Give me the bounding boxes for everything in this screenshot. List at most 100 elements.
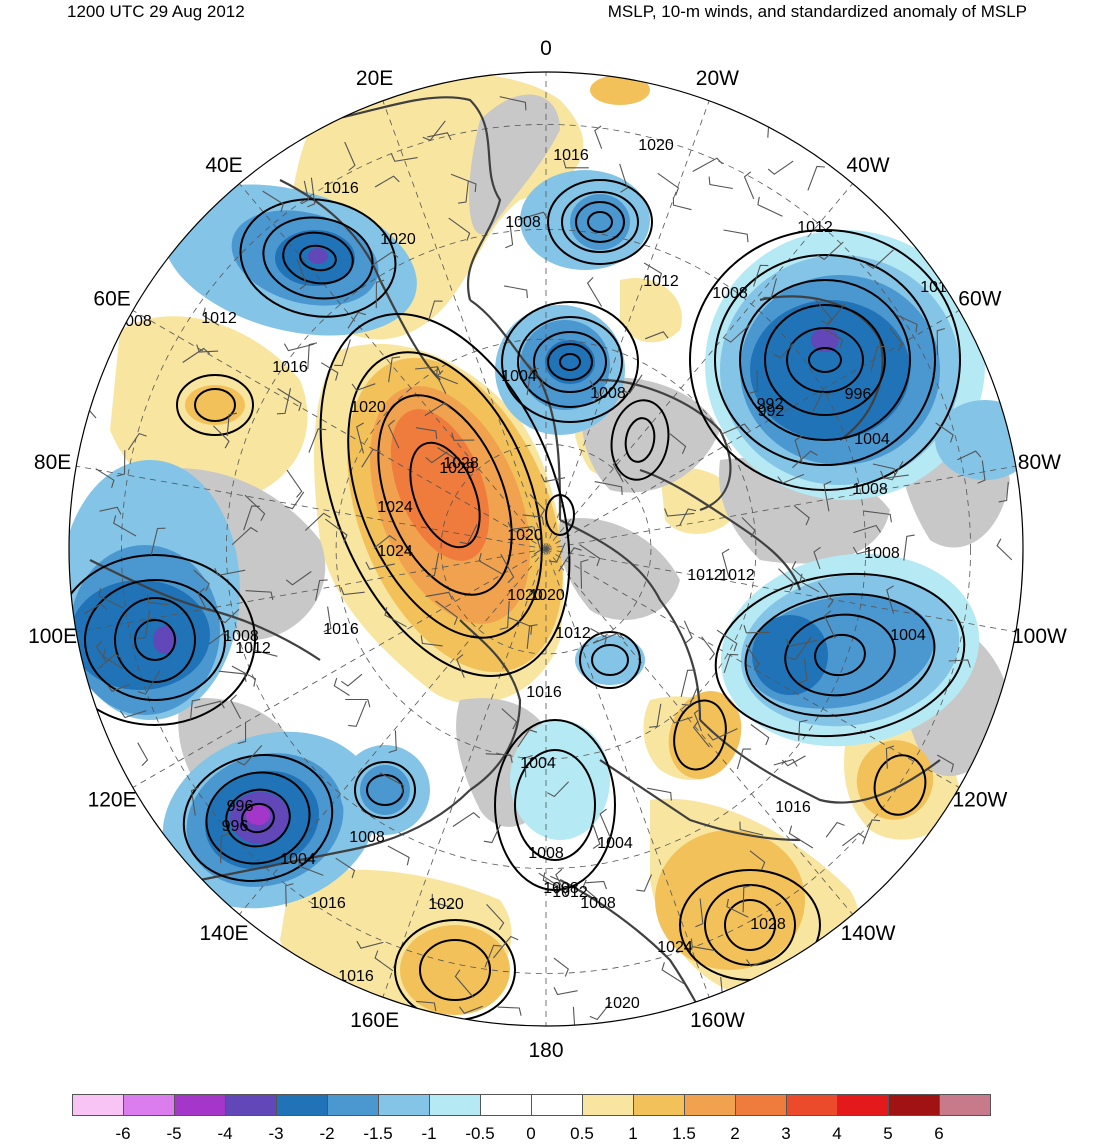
negative-anomaly-core <box>308 248 328 264</box>
coastline <box>599 759 801 842</box>
colorbar-tick-label: -2 <box>319 1124 335 1143</box>
wind-barb <box>95 640 108 663</box>
wind-barb <box>315 579 328 601</box>
wind-barb <box>818 582 834 608</box>
wind-barb <box>807 165 825 191</box>
wind-barb <box>347 311 366 329</box>
wind-barb <box>436 367 459 385</box>
wind-barb <box>664 508 695 517</box>
isobar-contour <box>808 347 842 373</box>
isobar-label: 1008 <box>528 845 564 862</box>
wind-barb <box>525 361 544 389</box>
wind-barb <box>693 707 702 732</box>
wind-barb <box>106 683 130 692</box>
wind-barb <box>95 468 115 488</box>
isobar-contour <box>225 788 291 848</box>
wind-barb <box>250 641 278 657</box>
colorbar-swatch <box>837 1094 889 1116</box>
anomaly-colorbar <box>72 1094 991 1118</box>
wind-barb <box>500 553 515 584</box>
wind-barb <box>957 450 982 461</box>
wind-barb <box>388 356 401 383</box>
wind-barb <box>202 307 220 326</box>
wind-barb <box>781 755 806 767</box>
wind-barb <box>84 603 108 615</box>
wind-barb <box>558 547 582 572</box>
coastline <box>459 619 522 791</box>
isobar-contour <box>739 279 911 441</box>
colorbar-swatch <box>684 1094 736 1116</box>
wind-barb <box>456 654 465 678</box>
isobar-label: 1012 <box>687 567 723 584</box>
wind-barb <box>763 278 778 298</box>
positive-anomaly-core <box>655 830 805 970</box>
wind-barb <box>365 561 395 570</box>
wind-barb <box>716 629 738 652</box>
isobar-label: 1020 <box>507 587 543 604</box>
wind-barb <box>817 241 844 261</box>
wind-barb <box>190 786 199 816</box>
wind-barb <box>486 904 505 930</box>
wind-barb <box>553 987 578 996</box>
colorbar-swatch <box>939 1094 991 1116</box>
coastline <box>199 789 471 882</box>
wind-barb <box>778 568 795 591</box>
isobar-contour <box>575 201 625 243</box>
field-description-title: MSLP, 10-m winds, and standardized anoma… <box>607 2 1027 21</box>
wind-barb <box>533 526 542 555</box>
wind-barb <box>98 588 124 609</box>
wind-barb <box>196 344 219 353</box>
isobar-label: 1008 <box>223 628 259 645</box>
isobar-contour <box>547 179 653 265</box>
wind-barb <box>231 526 258 546</box>
isobar-contour <box>409 441 481 549</box>
wind-barb <box>285 883 294 907</box>
wind-barb <box>589 1001 612 1021</box>
wind-barb <box>773 758 798 767</box>
coastline <box>699 719 941 804</box>
wind-barb <box>478 552 503 575</box>
wind-barb <box>150 527 166 556</box>
isobar-label: 1004 <box>597 835 633 852</box>
wind-barb <box>427 132 452 141</box>
isobar-contour <box>182 754 334 882</box>
wind-barb <box>692 157 723 172</box>
colorbar-swatch <box>72 1094 124 1116</box>
longitude-label: 60W <box>958 288 1001 311</box>
longitude-label: 100W <box>1012 625 1067 648</box>
isobar-layer <box>69 179 966 1021</box>
isobar-contour <box>84 579 226 701</box>
wind-barb <box>585 880 608 890</box>
wind-barb <box>661 962 685 985</box>
positive-anomaly-region <box>620 278 682 343</box>
masked-terrain-region <box>558 518 680 620</box>
longitude-label: 0 <box>540 37 552 60</box>
wind-barb <box>137 609 151 640</box>
isobar-label: 1012 <box>552 884 588 901</box>
wind-barb <box>116 450 126 477</box>
negative-anomaly-core <box>153 626 177 654</box>
wind-barb <box>356 940 384 949</box>
wind-barb <box>370 251 399 267</box>
wind-barb <box>197 587 208 611</box>
wind-barb <box>690 938 716 952</box>
isobar-label: 1024 <box>657 939 693 956</box>
wind-barb <box>333 677 350 696</box>
isobar-contour <box>547 343 593 381</box>
negative-anomaly-region <box>545 340 595 384</box>
positive-anomaly-core <box>590 75 650 105</box>
wind-barb <box>296 259 308 290</box>
colorbar-swatch <box>633 1094 685 1116</box>
colorbar-swatch <box>480 1094 532 1116</box>
wind-barb <box>746 958 771 967</box>
coastline <box>639 468 802 591</box>
wind-barb <box>213 425 230 449</box>
wind-barb <box>726 898 749 918</box>
wind-barb <box>425 591 453 600</box>
wind-barb <box>880 470 909 479</box>
wind-barb <box>821 303 846 325</box>
colorbar-swatch <box>276 1094 328 1116</box>
wind-barb <box>98 653 123 670</box>
wind-barb <box>599 808 611 838</box>
low-pressure-center-label: 992 <box>758 403 785 420</box>
